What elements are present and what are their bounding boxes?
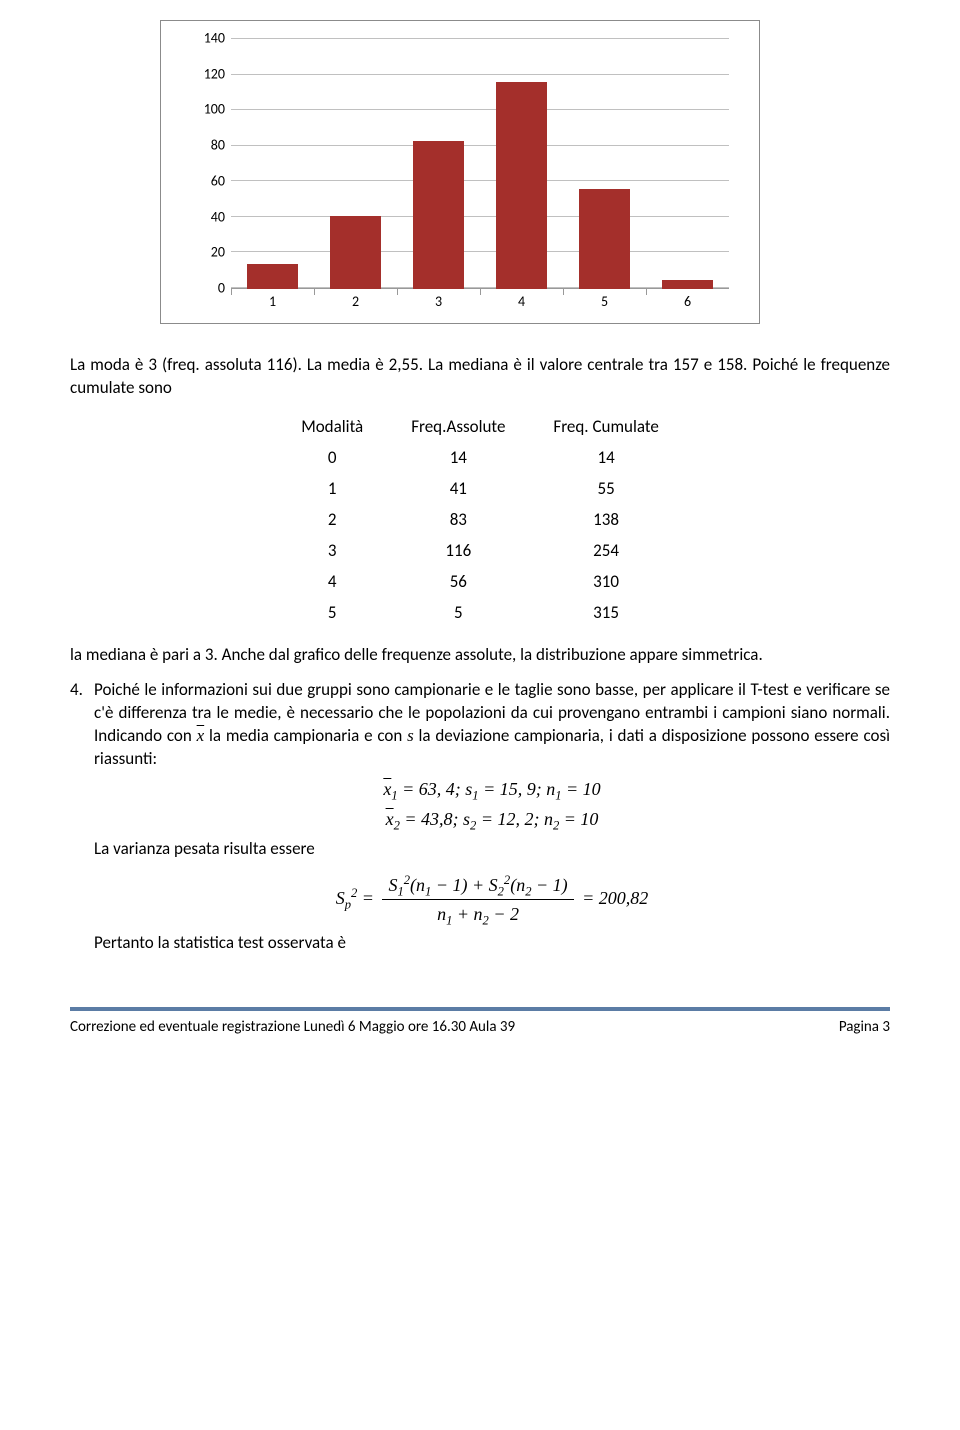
table-cell: 2 xyxy=(277,505,387,536)
paragraph-statistica-test: Pertanto la statistica test osservata è xyxy=(94,932,890,955)
table-row: 3116254 xyxy=(277,536,683,567)
paragraph-mediana: la mediana è pari a 3. Anche dal grafico… xyxy=(70,644,890,667)
chart-bar-slot xyxy=(646,39,729,289)
table-cell: 138 xyxy=(529,505,682,536)
table-cell: 310 xyxy=(529,567,682,598)
chart-bar-slot xyxy=(563,39,646,289)
table-row: 01414 xyxy=(277,443,683,474)
table-row: 55315 xyxy=(277,598,683,629)
item4-text-b: la media campionaria e con xyxy=(209,725,407,746)
table-row: 14155 xyxy=(277,474,683,505)
table-row: 283138 xyxy=(277,505,683,536)
formula-pooled-variance: Sp2 = S12(n1 − 1) + S22(n2 − 1) n1 + n2 … xyxy=(94,873,890,927)
bar-chart: 0 20 40 60 80 100 120 140 123456 xyxy=(160,20,760,324)
chart-x-tick-label: 3 xyxy=(397,293,480,313)
chart-x-tick-label: 2 xyxy=(314,293,397,313)
list-item-4: 4. Poiché le informazioni sui due gruppi… xyxy=(70,679,890,967)
table-cell: 3 xyxy=(277,536,387,567)
footer-right: Pagina 3 xyxy=(839,1017,890,1037)
chart-bar xyxy=(662,280,713,289)
chart-bar-slot xyxy=(314,39,397,289)
var-s: s xyxy=(407,726,414,745)
chart-y-tick-label: 0 xyxy=(181,280,225,299)
frequency-table-wrap: ModalitàFreq.AssoluteFreq. Cumulate 0141… xyxy=(70,412,890,629)
chart-x-tick-label: 5 xyxy=(563,293,646,313)
chart-bars xyxy=(231,39,729,289)
chart-x-tick-label: 4 xyxy=(480,293,563,313)
table-cell: 5 xyxy=(387,598,529,629)
paragraph-varianza: La varianza pesata risulta essere xyxy=(94,838,890,861)
table-row: 456310 xyxy=(277,567,683,598)
footer-left: Correzione ed eventuale registrazione Lu… xyxy=(70,1017,515,1037)
chart-bar xyxy=(413,141,464,289)
table-cell: 4 xyxy=(277,567,387,598)
table-header-cell: Modalità xyxy=(277,412,387,443)
Sp-rhs: = 200,82 xyxy=(582,888,648,908)
chart-y-tick-label: 40 xyxy=(181,208,225,227)
table-cell: 5 xyxy=(277,598,387,629)
table-cell: 315 xyxy=(529,598,682,629)
chart-x-tick-label: 1 xyxy=(231,293,314,313)
chart-bar xyxy=(330,216,381,289)
table-cell: 14 xyxy=(387,443,529,474)
table-header-cell: Freq.Assolute xyxy=(387,412,529,443)
table-header-cell: Freq. Cumulate xyxy=(529,412,682,443)
formula-sample2: x2 = 43,8; s2 = 12, 2; n2 = 10 xyxy=(94,807,890,831)
chart-x-labels: 123456 xyxy=(231,293,729,313)
table-cell: 55 xyxy=(529,474,682,505)
chart-y-tick-label: 140 xyxy=(181,30,225,49)
table-cell: 14 xyxy=(529,443,682,474)
table-cell: 56 xyxy=(387,567,529,598)
chart-bar xyxy=(247,264,298,289)
table-cell: 41 xyxy=(387,474,529,505)
list-number: 4. xyxy=(70,679,94,967)
chart-y-tick-label: 60 xyxy=(181,172,225,191)
Sp-lhs: S xyxy=(336,888,345,908)
table-cell: 254 xyxy=(529,536,682,567)
table-cell: 0 xyxy=(277,443,387,474)
formula-sample1: x1 = 63, 4; s1 = 15, 9; n1 = 10 xyxy=(94,777,890,801)
chart-y-tick-label: 20 xyxy=(181,244,225,263)
list-body: Poiché le informazioni sui due gruppi so… xyxy=(94,679,890,967)
chart-bar-slot xyxy=(480,39,563,289)
chart-bar-slot xyxy=(231,39,314,289)
paragraph-moda-media: La moda è 3 (freq. assoluta 116). La med… xyxy=(70,354,890,400)
table-cell: 83 xyxy=(387,505,529,536)
chart-bar-slot xyxy=(397,39,480,289)
chart-y-tick-label: 120 xyxy=(181,65,225,84)
chart-y-tick-label: 80 xyxy=(181,137,225,156)
table-cell: 1 xyxy=(277,474,387,505)
footer: Correzione ed eventuale registrazione Lu… xyxy=(70,1011,890,1047)
chart-plot-area: 0 20 40 60 80 100 120 140 123456 xyxy=(181,33,739,313)
chart-x-tick-label: 6 xyxy=(646,293,729,313)
var-xbar: x xyxy=(197,726,205,745)
chart-bar xyxy=(496,82,547,289)
chart-y-tick-label: 100 xyxy=(181,101,225,120)
eq-sign: = xyxy=(362,888,379,908)
table-cell: 116 xyxy=(387,536,529,567)
frequency-table: ModalitàFreq.AssoluteFreq. Cumulate 0141… xyxy=(277,412,683,629)
chart-bar xyxy=(579,189,630,289)
Sp-sup: 2 xyxy=(351,886,357,900)
